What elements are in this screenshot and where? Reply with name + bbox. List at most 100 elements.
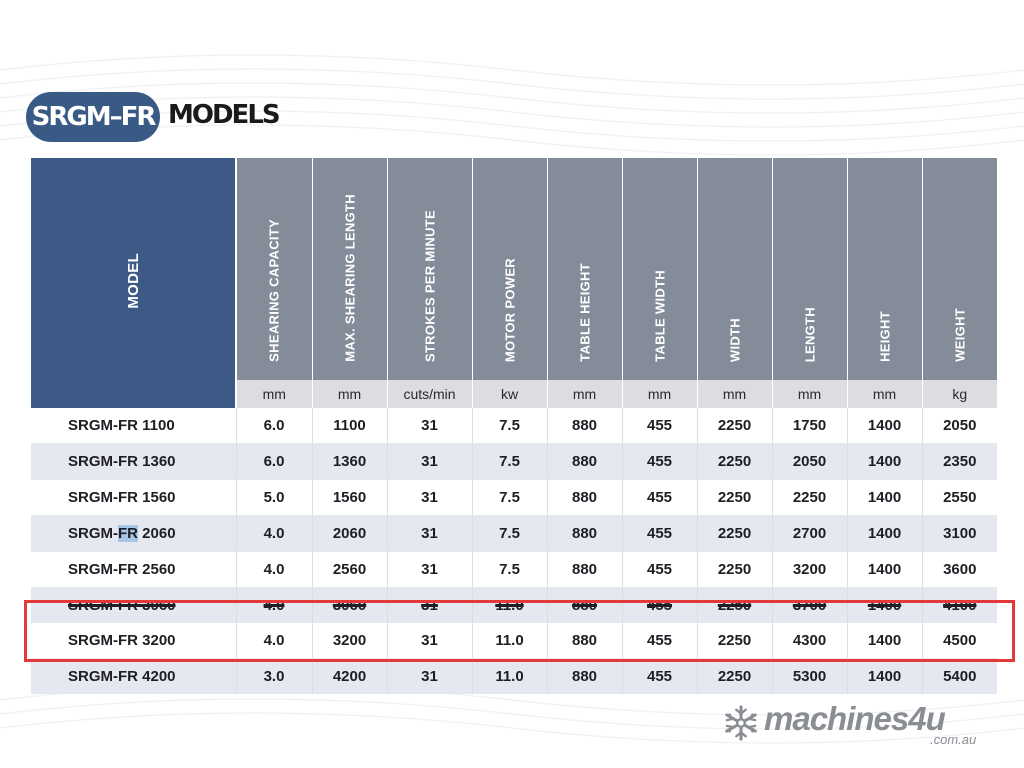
model-name: SRGM-FR 3200 [31,622,236,659]
table-cell: 1560 [311,479,387,516]
page-title: MODELS [168,100,281,130]
unit-label: mm [621,380,697,408]
table-cell: 2560 [311,551,387,588]
table-cell: 4.0 [235,551,312,588]
table-cell: 4500 [921,622,997,659]
table-row: SRGM-FR 1100 6.0 1100 31 7.5 880 455 225… [31,408,997,444]
table-cell: 7.5 [471,551,547,588]
table-cell: 3200 [311,622,387,659]
table-cell: 7.5 [471,408,547,444]
table-cell: 31 [386,408,472,444]
table-cell: 31 [386,658,472,694]
table-cell: 2350 [921,443,997,480]
column-header: WIDTH [696,158,772,380]
table-cell: 880 [546,515,622,552]
logo-wordmark: machines4u [764,700,946,737]
unit-label: kg [921,380,997,408]
model-name: SRGM-FR 2560 [31,551,236,588]
table-cell: 880 [546,551,622,588]
column-header: LENGTH [771,158,847,380]
table-cell: 3.0 [235,658,312,694]
table-cell: 880 [546,479,622,516]
table-cell: 31 [386,479,472,516]
table-cell: 2050 [771,443,847,480]
model-name: SRGM-FR 3060 [31,587,236,623]
column-header: MOTOR POWER [471,158,547,380]
model-name: SRGM-FR 2060 [31,515,236,552]
table-cell: 6.0 [235,443,312,480]
table-cell: 2250 [696,658,772,694]
table-cell: 455 [621,515,697,552]
table-cell: 3600 [921,551,997,588]
table-cell: 455 [621,622,697,659]
column-header: WEIGHT [921,158,997,380]
models-spec-table: MODEL SHEARING CAPACITY MAX. SHEARING LE… [31,158,997,694]
column-header: TABLE WIDTH [621,158,697,380]
table-cell: 31 [386,551,472,588]
unit-label: kw [471,380,547,408]
table-cell: 4300 [771,622,847,659]
table-cell: 31 [386,622,472,659]
table-cell: 5.0 [235,479,312,516]
table-cell: 880 [546,587,622,623]
table-cell: 5400 [921,658,997,694]
table-cell: 880 [546,658,622,694]
series-badge: SRGM–FR [26,92,160,142]
table-cell: 7.5 [471,479,547,516]
table-cell: 2050 [921,408,997,444]
unit-label: mm [771,380,847,408]
table-cell: 1400 [846,408,922,444]
table-cell: 455 [621,408,697,444]
table-cell: 3700 [771,587,847,623]
table-cell: 4.0 [235,587,312,623]
table-cell: 1400 [846,587,922,623]
table-cell: 1400 [846,658,922,694]
column-header: MAX. SHEARING LENGTH [311,158,387,380]
table-row: SRGM-FR 2060 4.0 2060 31 7.5 880 455 225… [31,515,997,552]
model-column-header: MODEL [31,158,237,408]
table-cell: 880 [546,408,622,444]
table-cell: 2060 [311,515,387,552]
column-header: STROKES PER MINUTE [386,158,472,380]
unit-label: cuts/min [386,380,472,408]
table-cell: 2250 [771,479,847,516]
column-header: TABLE HEIGHT [546,158,622,380]
table-cell: 1360 [311,443,387,480]
table-row-highlighted: SRGM-FR 3200 4.0 3200 31 11.0 880 455 22… [31,622,997,659]
table-row: SRGM-FR 4200 3.0 4200 31 11.0 880 455 22… [31,658,997,694]
table-row: SRGM-FR 1560 5.0 1560 31 7.5 880 455 225… [31,479,997,516]
table-cell: 2250 [696,622,772,659]
table-cell: 1400 [846,443,922,480]
table-cell: 2250 [696,515,772,552]
table-cell: 1400 [846,551,922,588]
table-cell: 455 [621,587,697,623]
table-cell: 2250 [696,408,772,444]
table-cell: 1100 [311,408,387,444]
unit-label: mm [235,380,312,408]
table-cell: 4.0 [235,622,312,659]
unit-label: mm [546,380,622,408]
table-cell: 1400 [846,479,922,516]
table-cell: 3200 [771,551,847,588]
table-cell: 4200 [311,658,387,694]
table-cell: 7.5 [471,515,547,552]
table-cell: 11.0 [471,622,547,659]
table-cell: 2250 [696,479,772,516]
table-cell: 4100 [921,587,997,623]
text-selection-highlight: FR [118,525,138,542]
table-cell: 1400 [846,622,922,659]
table-cell: 1400 [846,515,922,552]
table-cell: 3060 [311,587,387,623]
table-row-struck: SRGM-FR 3060 4.0 3060 31 11.0 880 455 22… [31,587,997,623]
table-row: SRGM-FR 1360 6.0 1360 31 7.5 880 455 225… [31,443,997,480]
column-header: SHEARING CAPACITY [235,158,312,380]
table-cell: 2250 [696,587,772,623]
model-name: SRGM-FR 1560 [31,479,236,516]
table-cell: 31 [386,587,472,623]
unit-label: mm [311,380,387,408]
table-cell: 455 [621,479,697,516]
table-cell: 2250 [696,551,772,588]
unit-label: mm [696,380,772,408]
table-cell: 2700 [771,515,847,552]
table-cell: 11.0 [471,587,547,623]
